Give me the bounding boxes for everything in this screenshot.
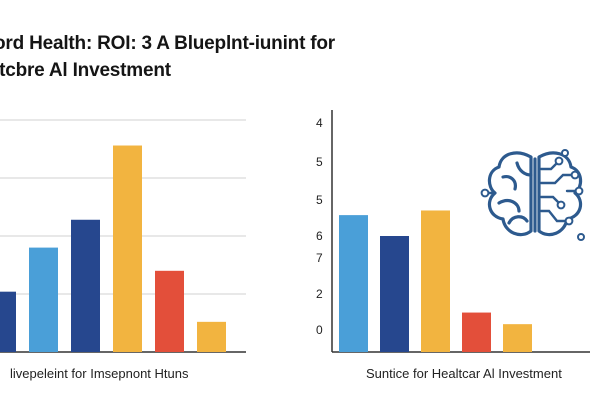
right-bar <box>462 312 491 352</box>
right-bar <box>380 236 409 352</box>
left-x-axis-label: livepeleint for Imsepnont Htuns <box>10 366 189 381</box>
chart-title-line-1: ord Health: ROI: 3 A Blueplnt-iunint for <box>0 33 336 54</box>
chart-title-line-2: ltcbre Al Investment <box>0 60 171 81</box>
right-y-tick-label: 5 <box>316 155 323 169</box>
right-y-tick-label: 6 <box>316 229 323 243</box>
right-bar <box>503 324 532 352</box>
right-bar <box>421 210 450 352</box>
left-bar <box>0 291 16 352</box>
right-x-axis-label: Suntice for Healtcar Al Investment <box>366 366 562 381</box>
left-bar-chart: livepeleint for Imsepnont Htuns <box>0 119 246 381</box>
right-y-tick-label: 4 <box>316 116 323 130</box>
left-bar <box>197 321 226 352</box>
right-y-tick-label: 2 <box>316 287 323 301</box>
right-y-tick-label: 5 <box>316 193 323 207</box>
right-bar-chart: 4 5 5 6 7 2 0 Suntice for Healtcar Al Investmen… <box>316 110 590 381</box>
left-bar <box>29 247 58 352</box>
left-bar <box>113 145 142 352</box>
right-y-tick-label: 0 <box>316 323 323 337</box>
right-bar <box>339 215 368 352</box>
right-y-tick-label: 7 <box>316 251 323 265</box>
left-bar <box>155 270 184 352</box>
brain-circuit-icon <box>480 149 585 241</box>
chart-title: ord Health: ROI: 3 A Blueplnt-iunint for… <box>0 30 335 84</box>
left-bar <box>71 219 100 352</box>
